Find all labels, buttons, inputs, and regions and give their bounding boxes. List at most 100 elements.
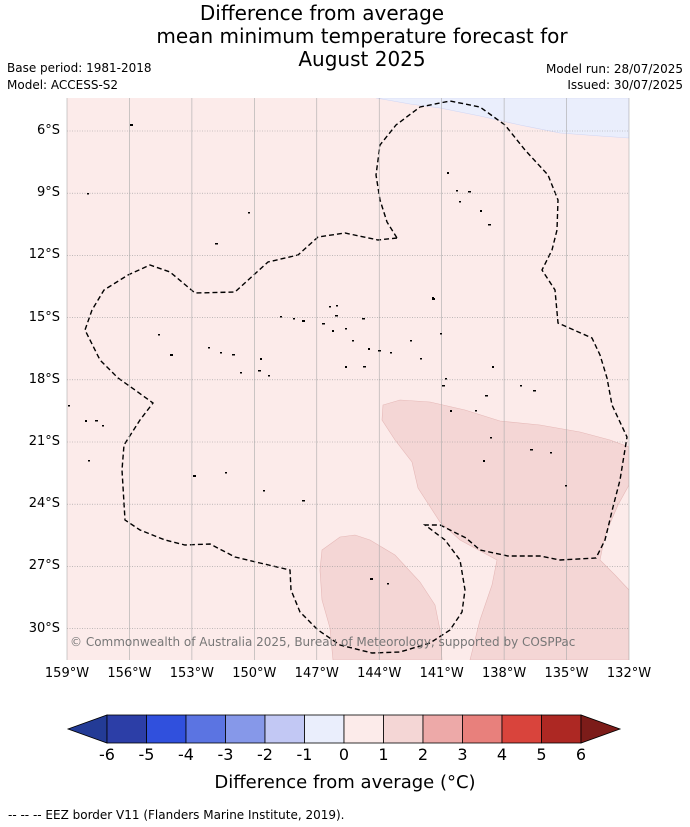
colorbar-swatch <box>343 714 384 744</box>
colorbar-swatch <box>541 714 582 744</box>
island-mark <box>488 224 491 226</box>
island-mark <box>432 297 434 299</box>
island-mark <box>483 460 485 462</box>
island-mark <box>332 330 334 332</box>
island-mark <box>468 191 471 193</box>
lat-tick-label: 27°S <box>28 558 60 574</box>
colorbar-tick: -6 <box>99 745 115 764</box>
island-mark <box>225 472 227 474</box>
island-outlines <box>68 124 567 585</box>
colorbar-tick: -4 <box>178 745 194 764</box>
colorbar-tick: 5 <box>536 745 547 764</box>
colorbar-swatch <box>462 714 503 744</box>
title-line-1: Difference from average <box>199 1 445 25</box>
warm-anomaly-patch-east <box>381 399 629 660</box>
lon-tick-label: 147°W <box>294 666 339 681</box>
island-mark <box>362 318 365 320</box>
copyright-notice: © Commonwealth of Australia 2025, Bureau… <box>70 635 576 649</box>
colorbar-tick: 4 <box>496 745 508 764</box>
island-mark <box>220 352 222 354</box>
island-mark <box>442 385 445 387</box>
title-line-2: mean minimum temperature forecast for <box>156 24 568 48</box>
island-mark <box>447 172 449 174</box>
lat-tick-label: 30°S <box>28 620 60 636</box>
island-mark <box>565 485 567 487</box>
island-mark <box>268 375 270 377</box>
colorbar-arrow-high <box>580 714 622 744</box>
island-mark <box>490 437 492 439</box>
island-mark <box>456 190 458 192</box>
island-mark <box>258 370 261 372</box>
lon-tick-label: 156°W <box>107 666 152 681</box>
cool-anomaly-patch <box>375 98 629 139</box>
island-mark <box>260 358 262 360</box>
colorbar-tick: -5 <box>138 745 155 764</box>
colorbar <box>66 714 622 744</box>
island-mark <box>378 350 381 352</box>
island-mark <box>370 578 373 580</box>
island-mark <box>208 347 210 349</box>
island-mark <box>302 320 305 322</box>
island-mark <box>170 354 173 356</box>
colorbar-tick: 1 <box>378 745 389 764</box>
island-mark <box>158 334 160 336</box>
island-mark <box>530 449 533 451</box>
colorbar-swatch <box>383 714 424 744</box>
island-mark <box>215 243 218 245</box>
island-mark <box>302 500 305 502</box>
island-mark <box>352 340 354 342</box>
island-mark <box>410 340 412 342</box>
model-run: Model run: 28/07/2025 <box>545 62 683 76</box>
model-name: Model: ACCESS-S2 <box>7 78 119 92</box>
island-mark <box>432 298 435 300</box>
island-mark <box>485 395 488 397</box>
colorbar-swatch <box>264 714 305 744</box>
lon-tick-label: 153°W <box>169 666 214 681</box>
island-mark <box>68 405 70 407</box>
base-period: Base period: 1981-2018 <box>7 61 152 75</box>
island-mark <box>87 193 89 195</box>
issued-date: Issued: 30/07/2025 <box>567 78 683 92</box>
colorbar-tick: -3 <box>217 745 234 764</box>
colorbar-tick: -1 <box>296 745 313 764</box>
island-mark <box>533 390 536 392</box>
island-mark <box>387 583 389 585</box>
colorbar-swatch <box>225 714 266 744</box>
island-mark <box>345 328 347 330</box>
eez-footnote: -- -- -- EEZ border V11 (Flanders Marine… <box>8 808 345 822</box>
lat-tick-label: 6°S <box>36 123 60 138</box>
lat-tick-label: 12°S <box>28 247 60 263</box>
colorbar-swatch <box>146 714 187 744</box>
island-mark <box>193 475 196 477</box>
lon-tick-label: 132°W <box>606 666 652 681</box>
map-gridlines <box>66 98 630 660</box>
lon-tick-label: 159°W <box>44 666 90 681</box>
island-mark <box>440 333 442 335</box>
island-mark <box>102 425 104 427</box>
island-mark <box>280 316 282 318</box>
colorbar-swatch <box>501 714 542 744</box>
island-mark <box>335 315 338 317</box>
eez-border-outline <box>84 100 628 654</box>
island-mark <box>345 366 347 368</box>
island-mark <box>293 318 295 320</box>
colorbar-tick: 0 <box>338 745 350 764</box>
lon-tick-label: 141°W <box>419 666 464 681</box>
island-mark <box>368 348 370 350</box>
lon-tick-label: 138°W <box>482 666 527 681</box>
island-mark <box>520 385 522 387</box>
island-mark <box>322 323 325 325</box>
lat-tick-label: 24°S <box>28 496 60 512</box>
lat-tick-label: 9°S <box>36 185 60 201</box>
colorbar-arrow-low <box>66 714 108 744</box>
island-mark <box>263 490 265 492</box>
island-mark <box>550 452 552 454</box>
colorbar-swatch <box>106 714 147 744</box>
island-mark <box>480 210 482 212</box>
island-mark <box>450 410 452 412</box>
island-mark <box>336 305 338 307</box>
island-mark <box>240 372 242 374</box>
colorbar-swatch <box>304 714 345 744</box>
colorbar-label: Difference from average (°C) <box>214 772 476 793</box>
